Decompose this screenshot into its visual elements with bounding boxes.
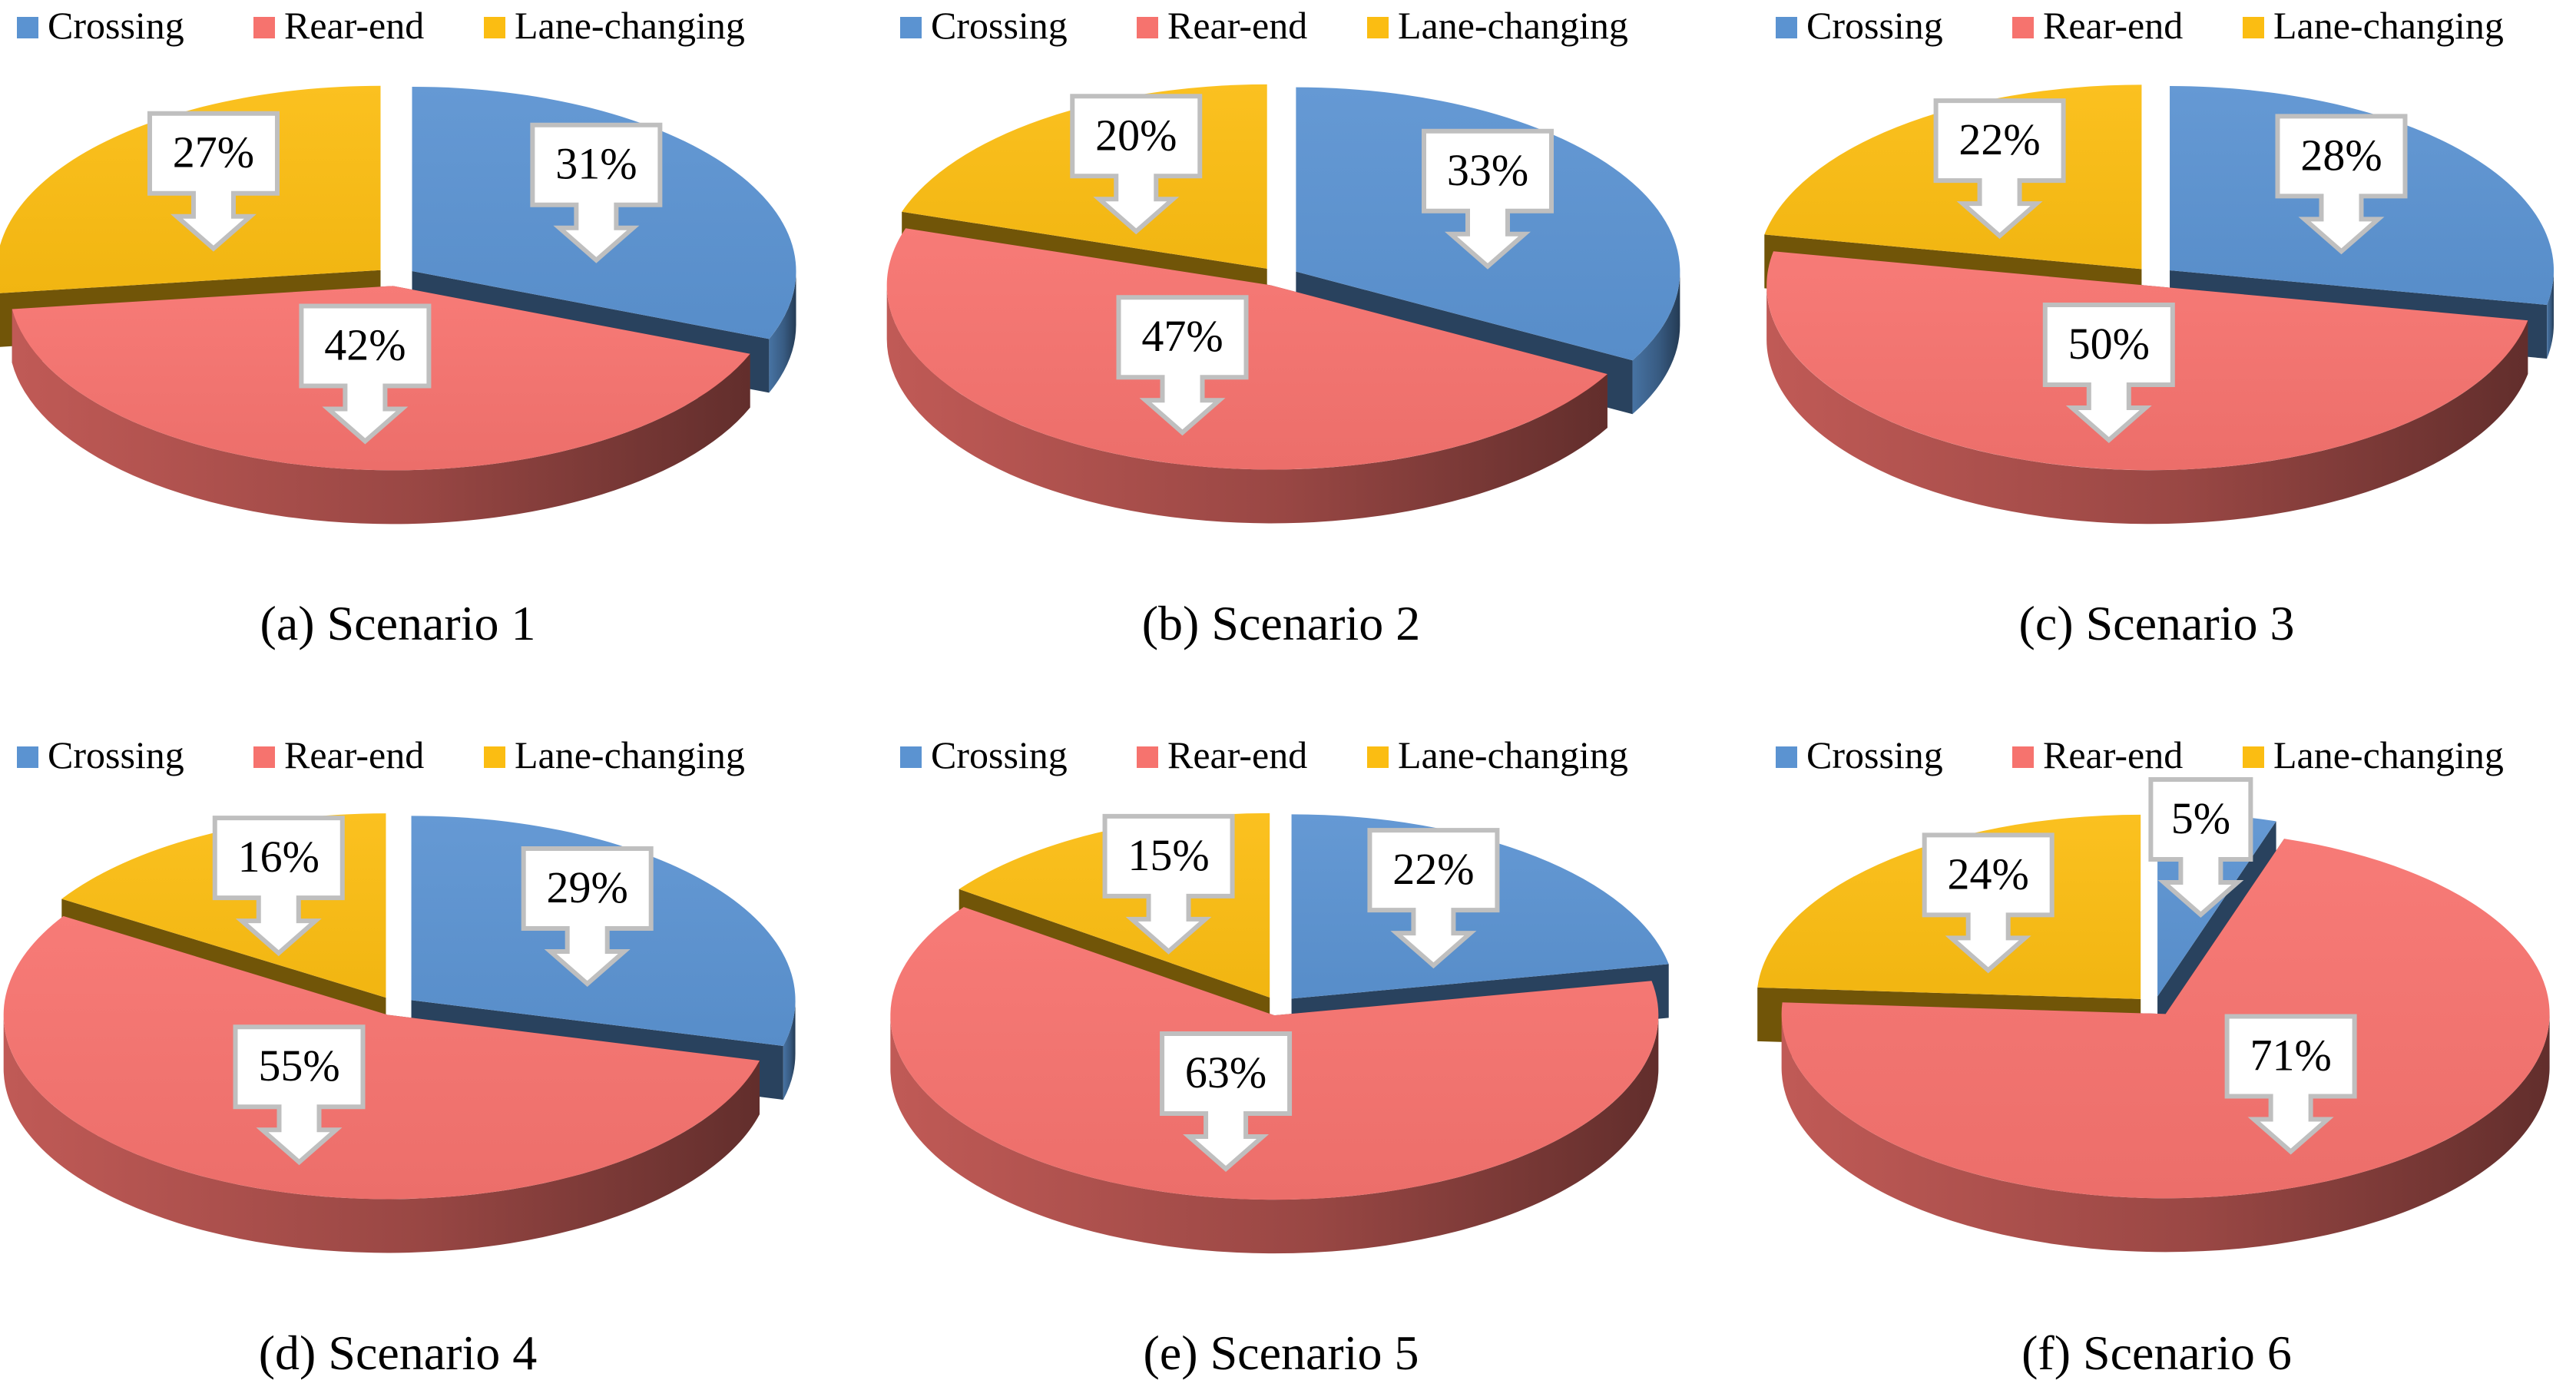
slice-side-rear-end — [886, 285, 1608, 524]
legend-swatch-lane-changing — [484, 17, 505, 38]
chart-caption: (d) Scenario 4 — [259, 1325, 538, 1380]
data-callout-rear-end — [2042, 302, 2175, 443]
legend-label-rear-end: Rear-end — [1167, 733, 1307, 776]
data-label-lane-changing: 15% — [1127, 830, 1209, 880]
data-callout-crossing — [521, 846, 654, 988]
data-callout-lane-changing — [147, 111, 280, 252]
legend-label-crossing: Crossing — [1806, 733, 1943, 776]
data-callout-crossing — [2275, 114, 2408, 255]
chart-caption: (b) Scenario 2 — [1142, 596, 1421, 650]
slice-rear-end — [1781, 839, 2550, 1199]
data-callout-crossing — [2148, 777, 2253, 918]
data-label-rear-end: 55% — [258, 1041, 339, 1090]
data-label-crossing: 33% — [1447, 145, 1528, 195]
data-label-lane-changing: 24% — [1948, 849, 2029, 899]
data-callout-rear-end — [299, 303, 432, 445]
legend-label-crossing: Crossing — [48, 4, 184, 47]
slice-side-rear-end — [12, 309, 750, 525]
data-label-rear-end: 42% — [324, 319, 406, 369]
legend-label-lane-changing: Lane-changing — [2273, 733, 2504, 776]
data-callout-rear-end — [233, 1024, 366, 1166]
legend-swatch-rear-end — [2012, 746, 2034, 768]
pie-chart-4: Crossing Rear-end Lane-changing 29% 55% 16% (d… — [3, 733, 796, 1380]
legend-label-lane-changing: Lane-changing — [515, 733, 745, 776]
legend-swatch-crossing — [17, 746, 38, 768]
data-callout-crossing — [530, 122, 663, 263]
legend-label-rear-end: Rear-end — [284, 4, 424, 47]
data-callout-lane-changing — [1933, 98, 2066, 240]
data-callout-rear-end — [1116, 295, 1249, 436]
legend-label-lane-changing: Lane-changing — [515, 4, 745, 47]
legend-label-crossing: Crossing — [1806, 4, 1943, 47]
legend-swatch-lane-changing — [2243, 17, 2264, 38]
legend-label-rear-end: Rear-end — [284, 733, 424, 776]
legend-label-rear-end: Rear-end — [2043, 733, 2183, 776]
slice-side-crossing — [783, 1000, 796, 1100]
legend-swatch-crossing — [900, 746, 922, 768]
slice-side-crossing — [2547, 270, 2554, 359]
slice-side-rear-end — [890, 1015, 1659, 1254]
data-callout-lane-changing — [1102, 813, 1235, 955]
legend-swatch-lane-changing — [1367, 17, 1389, 38]
pie-chart-2: Crossing Rear-end Lane-changing 33% 47% 20% (b… — [886, 4, 1680, 650]
data-label-rear-end: 47% — [1141, 311, 1223, 361]
pie-chart-3: Crossing Rear-end Lane-changing 28% 50% 22% (c… — [1764, 4, 2554, 650]
legend-swatch-lane-changing — [1367, 746, 1389, 768]
data-callout-lane-changing — [212, 816, 345, 957]
data-label-rear-end: 71% — [2250, 1030, 2331, 1080]
chart-caption: (e) Scenario 5 — [1144, 1325, 1419, 1380]
data-label-rear-end: 50% — [2068, 319, 2150, 369]
legend-swatch-lane-changing — [484, 746, 505, 768]
slice-side-rear-end — [3, 1014, 760, 1253]
data-callout-lane-changing — [1070, 94, 1203, 235]
pie-chart-6: Crossing Rear-end Lane-changing 5% 71% 24% (f)… — [1757, 733, 2550, 1380]
legend-label-lane-changing: Lane-changing — [2273, 4, 2504, 47]
legend-label-lane-changing: Lane-changing — [1398, 733, 1628, 776]
chart-caption: (c) Scenario 3 — [2019, 596, 2295, 650]
legend-label-lane-changing: Lane-changing — [1398, 4, 1628, 47]
slice-side-crossing — [1632, 271, 1680, 415]
legend-swatch-lane-changing — [2243, 746, 2264, 768]
legend-swatch-crossing — [1776, 746, 1797, 768]
data-label-crossing: 29% — [547, 862, 628, 912]
slice-rear-end — [3, 915, 760, 1200]
data-label-crossing: 28% — [2300, 130, 2382, 180]
chart-caption: (a) Scenario 1 — [260, 596, 536, 650]
legend-swatch-crossing — [17, 17, 38, 38]
data-label-lane-changing: 27% — [173, 127, 254, 177]
pie-chart-5: Crossing Rear-end Lane-changing 22% 63% 15% (e… — [890, 733, 1669, 1380]
data-label-crossing: 5% — [2171, 793, 2230, 843]
data-callout-crossing — [1421, 128, 1554, 270]
legend-label-rear-end: Rear-end — [1167, 4, 1307, 47]
pie-chart-1: Crossing Rear-end Lane-changing 31% 42% 27% (a… — [0, 4, 796, 650]
legend-swatch-rear-end — [1137, 17, 1158, 38]
legend-swatch-rear-end — [2012, 17, 2034, 38]
data-label-lane-changing: 22% — [1958, 114, 2040, 164]
data-label-rear-end: 63% — [1185, 1047, 1266, 1097]
data-callout-crossing — [1367, 828, 1500, 969]
data-label-crossing: 31% — [555, 139, 637, 189]
data-callout-rear-end — [2224, 1014, 2357, 1155]
legend-swatch-crossing — [900, 17, 922, 38]
legend-swatch-rear-end — [253, 746, 275, 768]
legend-swatch-rear-end — [253, 17, 275, 38]
legend-swatch-crossing — [1776, 17, 1797, 38]
chart-caption: (f) Scenario 6 — [2021, 1325, 2292, 1380]
slice-side-rear-end — [1766, 286, 2528, 525]
legend-label-crossing: Crossing — [48, 733, 184, 776]
data-callout-lane-changing — [1922, 832, 2055, 974]
data-label-crossing: 22% — [1392, 844, 1474, 894]
data-label-lane-changing: 16% — [238, 832, 320, 882]
legend-label-crossing: Crossing — [931, 733, 1068, 776]
data-callout-rear-end — [1160, 1031, 1293, 1173]
slice-side-crossing — [769, 270, 796, 393]
legend-swatch-rear-end — [1137, 746, 1158, 768]
data-label-lane-changing: 20% — [1095, 110, 1177, 160]
slice-side-rear-end — [1781, 1014, 2550, 1253]
legend-label-rear-end: Rear-end — [2043, 4, 2183, 47]
legend-label-crossing: Crossing — [931, 4, 1068, 47]
